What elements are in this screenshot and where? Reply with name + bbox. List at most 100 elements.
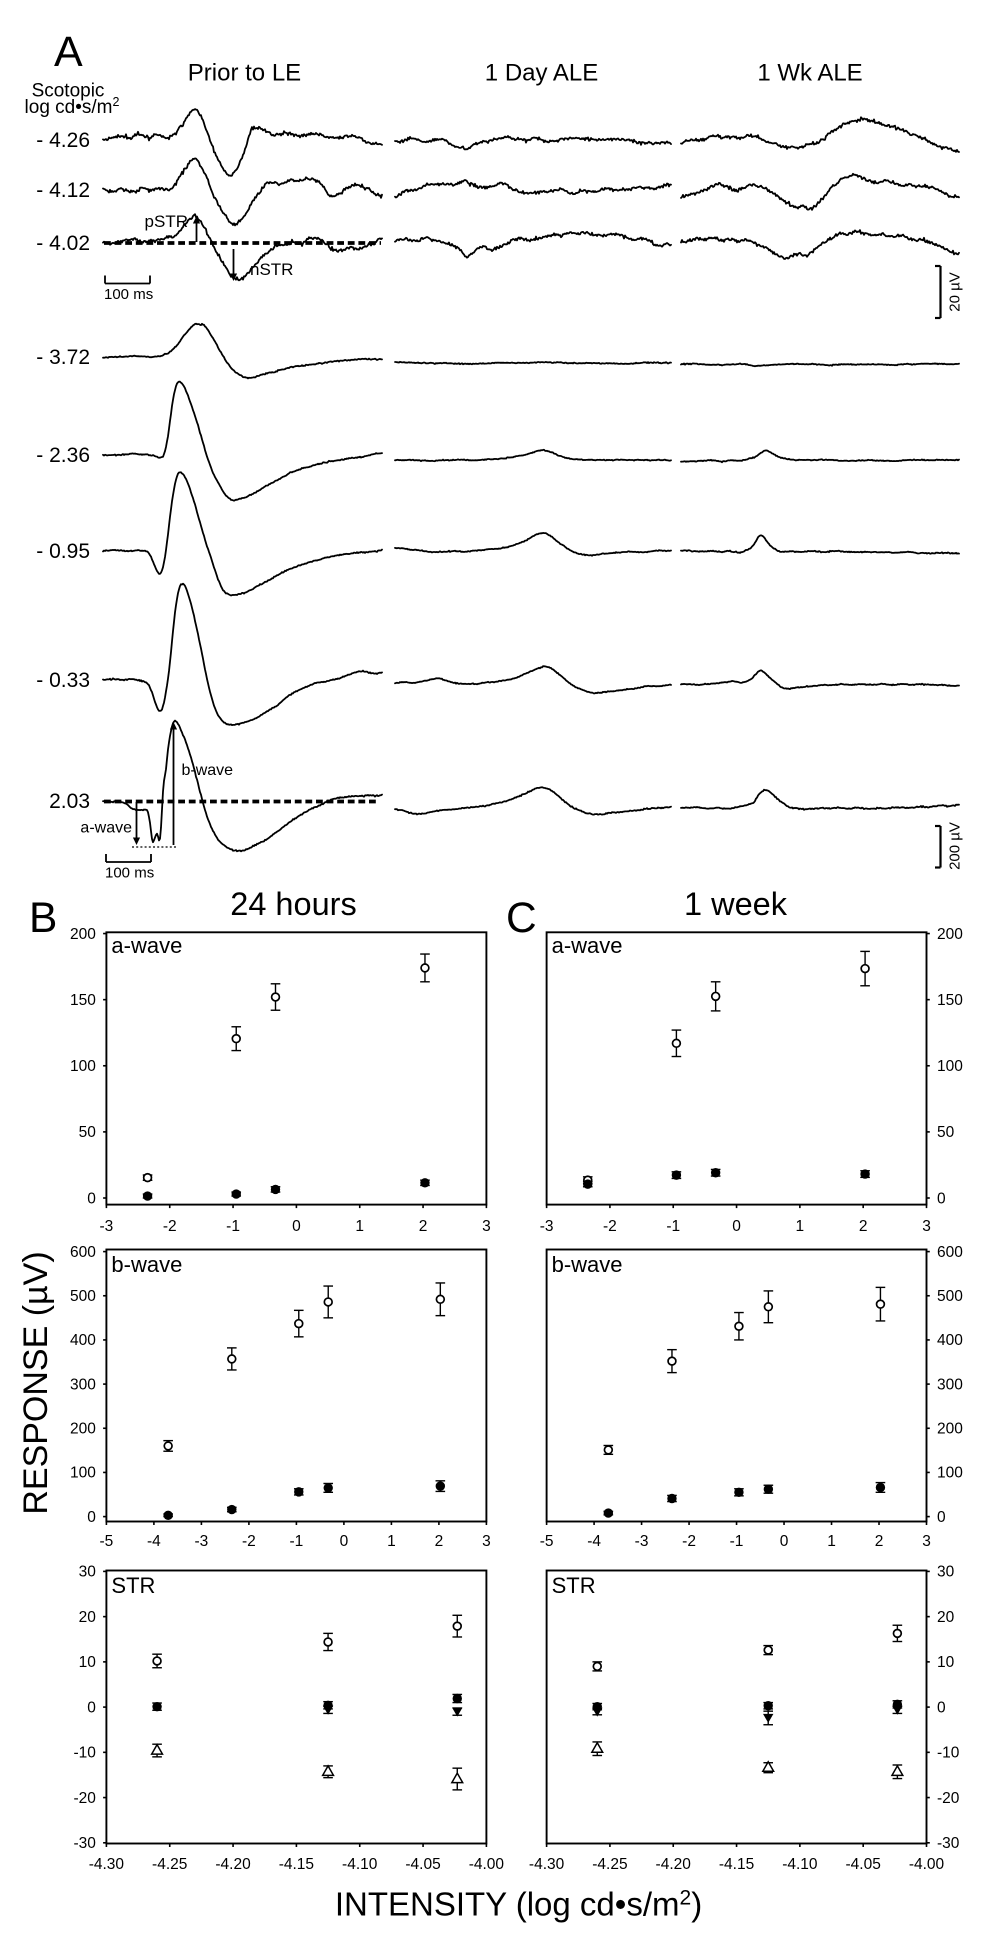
- svg-text:a-wave: a-wave: [111, 933, 182, 958]
- svg-text:100: 100: [70, 1058, 96, 1075]
- svg-text:0: 0: [87, 1699, 96, 1716]
- svg-text:600: 600: [937, 1244, 963, 1261]
- svg-text:100: 100: [937, 1465, 963, 1482]
- svg-text:pSTR: pSTR: [145, 212, 188, 231]
- svg-text:RESPONSE (µV): RESPONSE (µV): [17, 1251, 55, 1514]
- svg-text:-4.25: -4.25: [152, 1856, 187, 1873]
- svg-text:0: 0: [937, 1190, 946, 1207]
- svg-text:Scotopic: Scotopic: [32, 81, 105, 102]
- svg-text:-3: -3: [100, 1218, 114, 1235]
- svg-text:A: A: [54, 28, 83, 76]
- svg-text:50: 50: [937, 1124, 955, 1141]
- svg-text:2: 2: [859, 1218, 868, 1235]
- svg-text:-1: -1: [666, 1218, 680, 1235]
- svg-text:- 4.26: - 4.26: [36, 129, 90, 152]
- svg-text:- 3.72: - 3.72: [36, 346, 90, 369]
- svg-text:200: 200: [937, 1421, 963, 1438]
- svg-text:0: 0: [780, 1533, 789, 1550]
- svg-text:400: 400: [937, 1332, 963, 1349]
- svg-text:3: 3: [922, 1218, 931, 1235]
- svg-text:log cd•s/m2: log cd•s/m2: [25, 95, 120, 118]
- svg-text:-10: -10: [73, 1745, 96, 1762]
- svg-text:-10: -10: [937, 1745, 960, 1762]
- svg-text:300: 300: [937, 1376, 963, 1393]
- svg-text:INTENSITY (log cd•s/m2): INTENSITY (log cd•s/m2): [335, 1886, 702, 1923]
- svg-text:200: 200: [70, 1421, 96, 1438]
- svg-text:50: 50: [79, 1124, 97, 1141]
- svg-text:1: 1: [827, 1533, 836, 1550]
- svg-text:200 µV: 200 µV: [947, 822, 964, 870]
- svg-text:3: 3: [482, 1533, 491, 1550]
- svg-text:- 0.33: - 0.33: [36, 669, 90, 692]
- svg-text:B: B: [29, 895, 57, 942]
- svg-text:1 week: 1 week: [684, 886, 788, 922]
- svg-text:150: 150: [70, 992, 96, 1009]
- svg-text:-4.30: -4.30: [89, 1856, 125, 1873]
- svg-text:-4.00: -4.00: [469, 1856, 505, 1873]
- svg-text:-30: -30: [937, 1835, 960, 1852]
- svg-text:3: 3: [922, 1533, 931, 1550]
- svg-text:C: C: [506, 895, 537, 942]
- svg-text:24 hours: 24 hours: [230, 886, 356, 922]
- svg-text:0: 0: [340, 1533, 349, 1550]
- svg-text:10: 10: [937, 1654, 955, 1671]
- svg-text:30: 30: [79, 1564, 97, 1581]
- svg-text:-4.25: -4.25: [592, 1856, 627, 1873]
- svg-text:-3: -3: [195, 1533, 209, 1550]
- svg-text:- 4.12: - 4.12: [36, 179, 90, 202]
- svg-text:- 0.95: - 0.95: [36, 540, 90, 563]
- svg-text:100: 100: [70, 1465, 96, 1482]
- svg-text:STR: STR: [111, 1573, 155, 1598]
- svg-text:3: 3: [482, 1218, 491, 1235]
- svg-text:0: 0: [87, 1190, 96, 1207]
- svg-text:2: 2: [875, 1533, 884, 1550]
- svg-text:-2: -2: [242, 1533, 256, 1550]
- svg-text:-30: -30: [73, 1835, 96, 1852]
- svg-text:-4.05: -4.05: [846, 1856, 881, 1873]
- svg-text:-4.05: -4.05: [405, 1856, 440, 1873]
- svg-text:-4.20: -4.20: [215, 1856, 251, 1873]
- svg-text:0: 0: [937, 1509, 946, 1526]
- svg-text:-2: -2: [603, 1218, 617, 1235]
- svg-text:-4.15: -4.15: [719, 1856, 754, 1873]
- svg-text:100 ms: 100 ms: [104, 286, 153, 303]
- svg-text:-2: -2: [163, 1218, 177, 1235]
- svg-text:0: 0: [87, 1509, 96, 1526]
- svg-text:b-wave: b-wave: [552, 1252, 623, 1277]
- svg-text:-4.30: -4.30: [529, 1856, 565, 1873]
- svg-text:1: 1: [796, 1218, 805, 1235]
- svg-text:400: 400: [70, 1332, 96, 1349]
- svg-text:200: 200: [70, 926, 96, 943]
- svg-text:-4: -4: [147, 1533, 161, 1550]
- svg-text:1: 1: [387, 1533, 396, 1550]
- svg-text:-4.00: -4.00: [909, 1856, 945, 1873]
- svg-text:100 ms: 100 ms: [105, 865, 154, 882]
- svg-text:1: 1: [355, 1218, 364, 1235]
- svg-text:a-wave: a-wave: [552, 933, 623, 958]
- svg-text:30: 30: [937, 1564, 955, 1581]
- svg-text:0: 0: [937, 1699, 946, 1716]
- svg-text:-4.10: -4.10: [782, 1856, 818, 1873]
- svg-text:Prior to LE: Prior to LE: [188, 60, 301, 87]
- svg-text:-3: -3: [540, 1218, 554, 1235]
- svg-text:- 4.02: - 4.02: [36, 232, 90, 255]
- svg-text:-5: -5: [540, 1533, 554, 1550]
- svg-text:2.03: 2.03: [49, 790, 90, 813]
- svg-text:500: 500: [937, 1288, 963, 1305]
- svg-text:100: 100: [937, 1058, 963, 1075]
- svg-text:0: 0: [732, 1218, 741, 1235]
- svg-text:300: 300: [70, 1376, 96, 1393]
- svg-text:10: 10: [79, 1654, 97, 1671]
- svg-text:20 µV: 20 µV: [947, 272, 964, 312]
- svg-text:-3: -3: [635, 1533, 649, 1550]
- svg-text:a-wave: a-wave: [80, 820, 132, 837]
- svg-text:b-wave: b-wave: [182, 762, 234, 779]
- svg-text:2: 2: [419, 1218, 428, 1235]
- svg-text:-4: -4: [587, 1533, 601, 1550]
- svg-text:20: 20: [79, 1609, 97, 1626]
- svg-text:-5: -5: [100, 1533, 114, 1550]
- svg-text:150: 150: [937, 992, 963, 1009]
- svg-text:nSTR: nSTR: [250, 260, 293, 279]
- svg-text:-1: -1: [226, 1218, 240, 1235]
- svg-text:-4.20: -4.20: [656, 1856, 692, 1873]
